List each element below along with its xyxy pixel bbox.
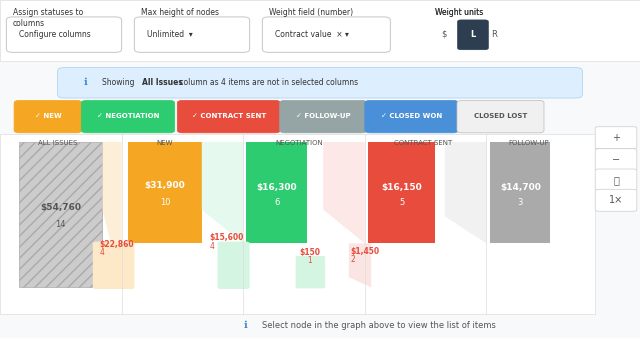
Text: $1,450: $1,450 xyxy=(350,247,380,256)
Text: L: L xyxy=(470,30,476,39)
Text: 3: 3 xyxy=(518,198,523,207)
FancyBboxPatch shape xyxy=(0,134,595,314)
Text: $16,150: $16,150 xyxy=(381,183,422,192)
Text: $: $ xyxy=(442,30,447,39)
Text: 10: 10 xyxy=(160,198,170,207)
Text: 6: 6 xyxy=(275,198,280,207)
Text: $31,900: $31,900 xyxy=(145,182,186,190)
FancyBboxPatch shape xyxy=(177,100,280,133)
Text: 14: 14 xyxy=(56,220,66,229)
Text: ✓ CLOSED WON: ✓ CLOSED WON xyxy=(381,113,442,119)
Text: +: + xyxy=(612,132,620,143)
FancyBboxPatch shape xyxy=(595,189,637,211)
Text: CLOSED LOST: CLOSED LOST xyxy=(474,113,527,119)
Text: 1×: 1× xyxy=(609,195,623,205)
Text: Contract value  × ▾: Contract value × ▾ xyxy=(275,30,349,39)
Bar xyxy=(490,142,550,243)
Text: Configure columns: Configure columns xyxy=(19,30,91,39)
FancyBboxPatch shape xyxy=(6,17,122,52)
Text: $16,300: $16,300 xyxy=(257,183,298,192)
Polygon shape xyxy=(445,142,486,243)
Text: ALL ISSUES: ALL ISSUES xyxy=(38,140,78,146)
Text: NEW: NEW xyxy=(157,140,173,146)
Text: ℹ: ℹ xyxy=(83,77,87,87)
FancyBboxPatch shape xyxy=(365,100,458,133)
FancyBboxPatch shape xyxy=(280,100,367,133)
Text: ℹ: ℹ xyxy=(243,320,247,330)
FancyBboxPatch shape xyxy=(262,17,390,52)
Bar xyxy=(19,142,102,287)
Polygon shape xyxy=(323,142,365,243)
Polygon shape xyxy=(349,243,371,287)
Text: $15,600: $15,600 xyxy=(209,233,244,242)
Polygon shape xyxy=(202,142,243,243)
FancyBboxPatch shape xyxy=(58,68,582,98)
FancyBboxPatch shape xyxy=(457,100,544,133)
Text: Weight field (number): Weight field (number) xyxy=(269,8,353,18)
Bar xyxy=(246,142,307,243)
Text: ⤢: ⤢ xyxy=(613,175,619,185)
FancyBboxPatch shape xyxy=(14,100,82,133)
Bar xyxy=(368,142,435,243)
Polygon shape xyxy=(102,142,122,287)
Text: Weight units: Weight units xyxy=(435,8,483,18)
Text: All Issues: All Issues xyxy=(142,78,183,87)
Text: −: − xyxy=(612,154,620,165)
Text: ✓ NEGOTIATION: ✓ NEGOTIATION xyxy=(97,113,159,119)
FancyBboxPatch shape xyxy=(0,0,640,61)
Text: 2: 2 xyxy=(350,255,355,264)
FancyBboxPatch shape xyxy=(595,149,637,171)
FancyBboxPatch shape xyxy=(218,242,250,289)
FancyBboxPatch shape xyxy=(595,169,637,191)
Text: $14,700: $14,700 xyxy=(500,183,541,192)
FancyBboxPatch shape xyxy=(595,127,637,149)
Text: R: R xyxy=(492,30,497,39)
Text: Assign statuses to
columns: Assign statuses to columns xyxy=(13,8,83,28)
Text: Unlimited  ▾: Unlimited ▾ xyxy=(147,30,193,39)
FancyBboxPatch shape xyxy=(134,17,250,52)
FancyBboxPatch shape xyxy=(93,242,134,289)
Text: 4: 4 xyxy=(99,248,104,258)
Text: ✓ FOLLOW-UP: ✓ FOLLOW-UP xyxy=(296,113,351,119)
Text: Select node in the graph above to view the list of items: Select node in the graph above to view t… xyxy=(262,321,496,330)
Text: ✓ CONTRACT SENT: ✓ CONTRACT SENT xyxy=(191,113,266,119)
Text: $150: $150 xyxy=(300,248,320,258)
Text: column as 4 items are not in selected columns: column as 4 items are not in selected co… xyxy=(177,78,358,87)
Text: NEGOTIATION: NEGOTIATION xyxy=(275,140,323,146)
Text: 5: 5 xyxy=(399,198,404,207)
Text: Weight units: Weight units xyxy=(435,8,483,18)
Text: CONTRACT SENT: CONTRACT SENT xyxy=(394,140,452,146)
Text: $54,760: $54,760 xyxy=(40,203,81,212)
Text: Max height of nodes: Max height of nodes xyxy=(141,8,219,18)
Text: FOLLOW-UP: FOLLOW-UP xyxy=(509,140,549,146)
FancyBboxPatch shape xyxy=(458,20,488,50)
Text: Showing: Showing xyxy=(102,78,137,87)
Text: ✓ NEW: ✓ NEW xyxy=(35,113,61,119)
Bar xyxy=(128,142,202,243)
Text: 4: 4 xyxy=(209,242,214,251)
FancyBboxPatch shape xyxy=(81,100,175,133)
FancyBboxPatch shape xyxy=(296,256,325,288)
Text: $22,860: $22,860 xyxy=(99,240,134,249)
Text: 1: 1 xyxy=(307,256,312,265)
